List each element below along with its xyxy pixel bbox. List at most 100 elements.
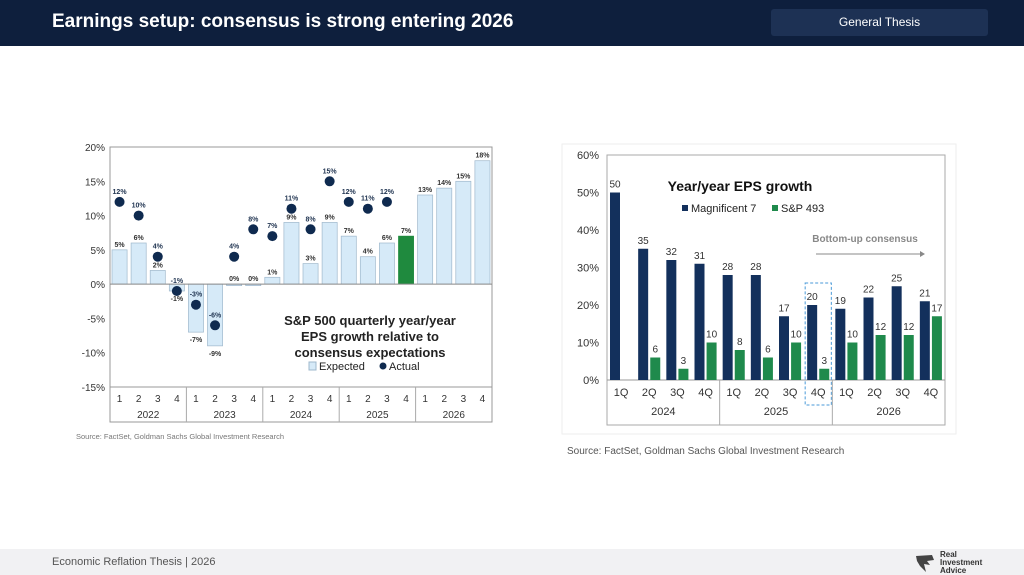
legend-mag7-swatch xyxy=(682,205,688,211)
y-tick-label: 60% xyxy=(577,150,599,162)
year-label: 2026 xyxy=(876,406,900,418)
actual-dot xyxy=(114,196,125,207)
mag7-bar xyxy=(919,301,930,380)
y-tick-label: 30% xyxy=(577,263,599,275)
quarter-label: 2 xyxy=(212,394,218,405)
y-tick-label: 20% xyxy=(577,300,599,312)
sp493-bar xyxy=(678,368,689,380)
expected-label: -9% xyxy=(209,351,222,358)
chart-title-line: EPS growth relative to xyxy=(301,329,439,344)
mag7-label: 20 xyxy=(807,292,819,303)
y-tick-label: 10% xyxy=(577,338,599,350)
footer-text: Economic Reflation Thesis | 2026 xyxy=(52,556,216,568)
highlight-box xyxy=(804,282,832,406)
sp500-eps-vs-consensus-chart: 20%15%10%5%0%-5%-10%-15%5%6%2%-1%-7%-9%0… xyxy=(76,143,493,441)
expected-label: 0% xyxy=(229,276,240,283)
expected-bar xyxy=(111,249,128,285)
actual-label: 12% xyxy=(113,189,128,196)
sp493-bar xyxy=(931,316,942,380)
quarter-label: 3 xyxy=(155,394,161,405)
quarter-label: 1Q xyxy=(726,387,741,399)
expected-label: 6% xyxy=(134,235,145,242)
actual-label: 4% xyxy=(229,244,240,251)
quarter-label: 1Q xyxy=(614,387,629,399)
mag7-bar xyxy=(750,275,761,380)
actual-dot xyxy=(362,203,373,214)
mag7-label: 32 xyxy=(666,247,678,258)
expected-label: 15% xyxy=(456,173,471,180)
quarter-label: 4Q xyxy=(924,387,939,399)
expected-label: -7% xyxy=(190,337,203,344)
y-tick-label: 10% xyxy=(85,212,105,223)
actual-label: 12% xyxy=(380,189,395,196)
expected-bar xyxy=(283,222,300,285)
mag7-label: 50 xyxy=(609,180,621,191)
mag7-bar xyxy=(694,263,705,380)
quarter-label: 4 xyxy=(174,394,180,405)
mag7-label: 28 xyxy=(750,262,762,273)
footer: Economic Reflation Thesis | 2026 Real Inv… xyxy=(0,549,1024,575)
chart2-source: Source: FactSet, Goldman Sachs Global In… xyxy=(567,446,845,457)
y-tick-label: -10% xyxy=(82,349,105,360)
quarter-label: 4Q xyxy=(698,387,713,399)
year-label: 2024 xyxy=(651,406,675,418)
header-bar: Earnings setup: consensus is strong ente… xyxy=(0,0,1024,46)
chart-title-line: S&P 500 quarterly year/year xyxy=(284,313,456,328)
expected-label: 13% xyxy=(418,187,433,194)
legend-expected-swatch xyxy=(308,361,317,371)
quarter-label: 2Q xyxy=(867,387,882,399)
y-tick-label: -5% xyxy=(87,314,105,325)
sp493-label: 10 xyxy=(847,330,859,341)
quarter-label: 3 xyxy=(384,394,390,405)
sp493-label: 17 xyxy=(931,303,943,314)
expected-bar xyxy=(264,276,281,285)
sp493-bar xyxy=(903,335,914,380)
sp493-label: 6 xyxy=(765,345,771,356)
quarter-label: 2Q xyxy=(755,387,770,399)
quarter-label: 2 xyxy=(136,394,142,405)
quarter-label: 2 xyxy=(441,394,447,405)
sp493-label: 10 xyxy=(706,330,718,341)
annotation-text: Bottom-up consensus xyxy=(812,234,918,245)
quarter-label: 2 xyxy=(289,394,295,405)
expected-label: 6% xyxy=(382,235,393,242)
quarter-label: 3Q xyxy=(670,387,685,399)
expected-label: 4% xyxy=(363,249,374,256)
sp493-bar xyxy=(875,335,886,380)
mag7-label: 17 xyxy=(778,303,790,314)
actual-dot xyxy=(171,286,182,296)
expected-label: 7% xyxy=(344,228,355,235)
y-tick-label: 15% xyxy=(85,177,105,188)
expected-bar xyxy=(130,242,147,285)
thesis-badge[interactable]: General Thesis xyxy=(771,9,988,36)
expected-label: 14% xyxy=(437,180,452,187)
year-label: 2025 xyxy=(764,406,788,418)
expected-label: 1% xyxy=(267,269,278,276)
page-title: Earnings setup: consensus is strong ente… xyxy=(52,11,514,32)
expected-bar xyxy=(149,270,166,285)
actual-label: 11% xyxy=(285,196,299,203)
sp493-bar xyxy=(706,342,717,380)
chart-title-line: consensus expectations xyxy=(295,345,446,360)
sp493-bar xyxy=(847,342,858,380)
expected-bar xyxy=(398,235,414,285)
expected-label: 5% xyxy=(114,242,125,249)
expected-bar xyxy=(417,194,434,285)
actual-label: 8% xyxy=(305,216,316,223)
sp493-bar xyxy=(734,350,745,380)
mag7-label: 22 xyxy=(863,285,875,296)
actual-dot xyxy=(267,231,278,242)
expected-bar xyxy=(474,160,491,285)
year-label: 2024 xyxy=(290,410,313,421)
quarter-label: 3Q xyxy=(783,387,798,399)
actual-label: 4% xyxy=(153,244,164,251)
actual-label: 7% xyxy=(267,223,278,230)
expected-label: 7% xyxy=(401,228,412,235)
arrow-head-icon xyxy=(920,251,925,257)
mag7-bar xyxy=(835,308,846,380)
quarter-label: 1 xyxy=(193,394,199,405)
actual-dot xyxy=(229,251,240,262)
sp493-label: 12 xyxy=(875,322,887,333)
quarter-label: 4 xyxy=(480,394,486,405)
